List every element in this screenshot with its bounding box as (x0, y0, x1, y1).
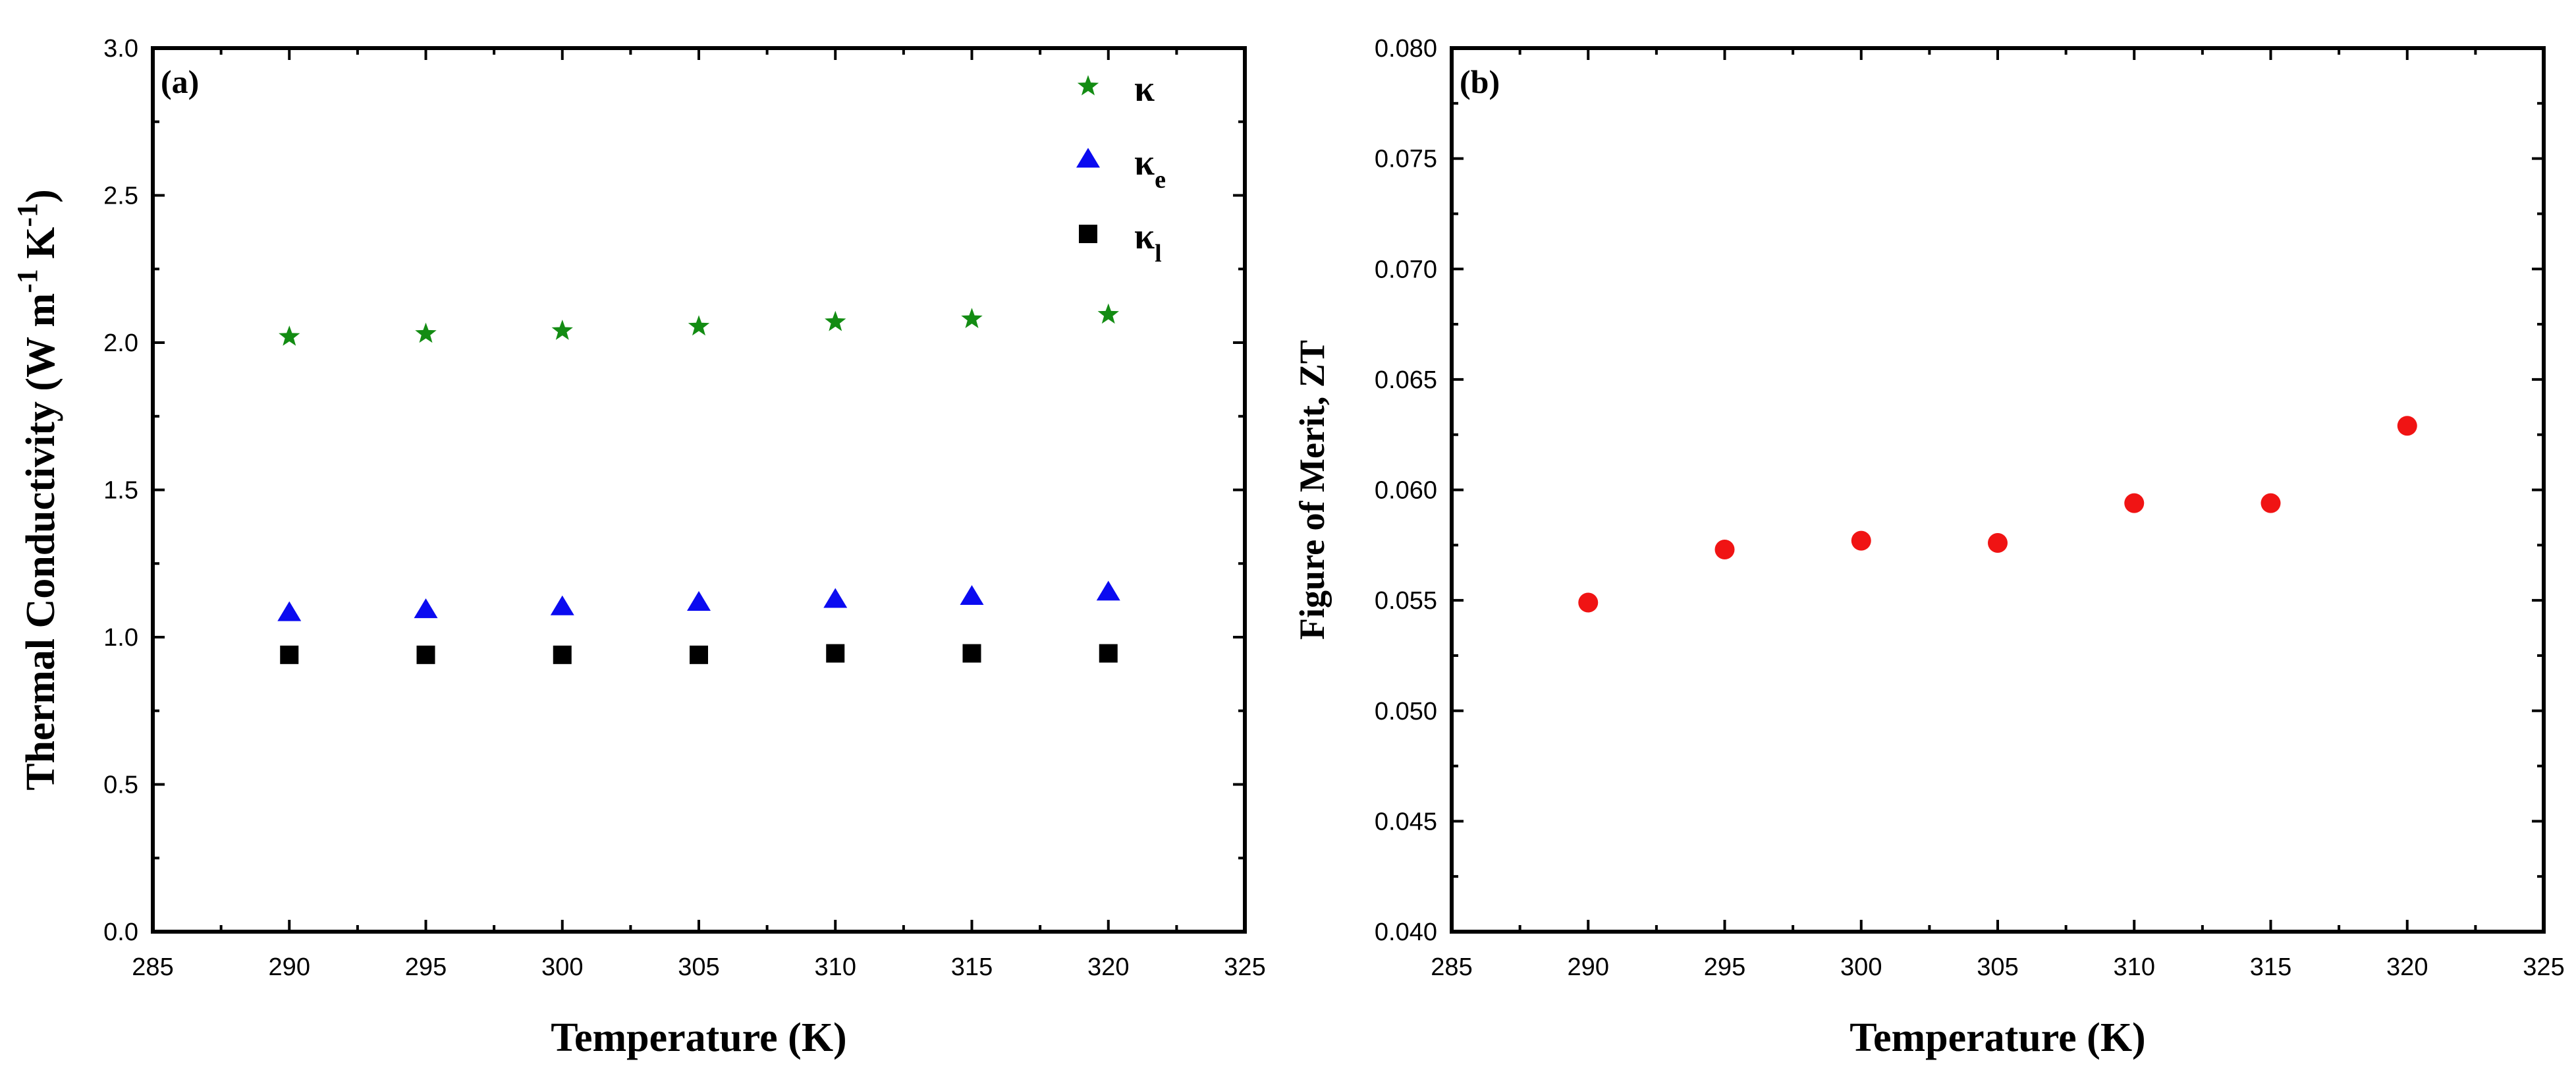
y-tick-label: 0.060 (1375, 477, 1437, 505)
legend-label: κ (1134, 69, 1155, 109)
y-title-end: ) (18, 189, 63, 203)
data-point (826, 644, 845, 663)
x-axis-title: Temperature (K) (1850, 1015, 2145, 1060)
data-point (416, 645, 435, 664)
data-point (1099, 644, 1118, 663)
legend-main: κ (1134, 142, 1155, 183)
x-tick-label: 290 (1568, 953, 1609, 981)
data-point (1096, 580, 1120, 601)
x-tick-label: 295 (1704, 953, 1745, 981)
y-tick-label: 0.050 (1375, 698, 1437, 725)
y-title-mid: K (18, 227, 63, 269)
y-tick-label: 3.0 (103, 35, 138, 63)
data-point (279, 325, 300, 346)
data-point (1714, 540, 1735, 560)
x-tick-label: 285 (132, 953, 173, 981)
x-tick-label: 325 (1224, 953, 1265, 981)
legend-label: κe (1134, 142, 1166, 194)
panel-b-figure-of-merit: 285 290 295 300 305 310 315 320 325 0.040 0.045 0.0… (1292, 35, 2565, 1060)
y-title-sup: -1 (11, 269, 43, 293)
y-tick-label: 0.0 (103, 919, 138, 946)
legend-main: κ (1134, 69, 1155, 109)
data-point (1988, 532, 2008, 553)
x-tick-label: 305 (1977, 953, 2018, 981)
y-tick-label: 0.5 (103, 772, 138, 799)
data-point (414, 598, 438, 619)
plot-frame (151, 46, 1247, 934)
y-tick-label: 0.055 (1375, 587, 1437, 615)
legend-main: κ (1134, 216, 1155, 257)
data-point (825, 310, 846, 331)
x-tick-label: 310 (815, 953, 856, 981)
x-tick-label: 285 (1431, 953, 1472, 981)
x-tick-label: 320 (1087, 953, 1129, 981)
y-title-main: Thermal Conductivity (W m (18, 293, 63, 791)
legend-subscript: e (1155, 166, 1166, 194)
x-tick-label: 315 (951, 953, 993, 981)
data-point (1097, 303, 1119, 324)
y-tick-label: 0.075 (1375, 146, 1437, 173)
data-point (1851, 530, 1871, 551)
data-point (550, 595, 574, 615)
x-tick-label: 320 (2386, 953, 2428, 981)
y-tick-label: 0.040 (1375, 919, 1437, 946)
legend-marker (1079, 225, 1097, 243)
x-tick-label: 300 (1840, 953, 1882, 981)
x-tick-label: 290 (269, 953, 310, 981)
y-tick-label: 0.045 (1375, 808, 1437, 835)
x-tick-label: 315 (2250, 953, 2291, 981)
y-tick-label: 1.5 (103, 477, 138, 505)
data-point (2261, 493, 2281, 513)
y-tick-label: 1.0 (103, 624, 138, 652)
x-axis-title: Temperature (K) (551, 1015, 846, 1060)
data-point (277, 601, 302, 621)
x-tick-label: 310 (2114, 953, 2155, 981)
y-title-sup: -1 (11, 203, 43, 227)
x-tick-label: 305 (678, 953, 719, 981)
x-tick-label: 295 (405, 953, 447, 981)
y-tick-label: 2.5 (103, 183, 138, 210)
legend-marker (1077, 75, 1099, 96)
y-axis-title: Figure of Merit, ZT (1292, 340, 1332, 640)
data-point (961, 308, 983, 328)
data-point (960, 585, 984, 606)
data-point (415, 322, 437, 343)
panel-label: (b) (1460, 63, 1500, 100)
data-point (687, 590, 711, 611)
y-tick-label: 0.080 (1375, 35, 1437, 63)
plot-frame (1450, 46, 2546, 934)
data-point (962, 644, 981, 663)
x-tick-label: 300 (541, 953, 583, 981)
data-point (2124, 493, 2145, 513)
data-point (690, 645, 708, 664)
y-axis-title: Thermal Conductivity (W m-1 K-1) (11, 189, 63, 791)
y-tick-label: 0.065 (1375, 366, 1437, 394)
legend-marker (1076, 148, 1100, 168)
data-point (553, 645, 572, 664)
panel-a-thermal-conductivity: 285 290 295 300 305 310 315 320 325 0.0 0.5 1.0 1.5 2… (11, 35, 1266, 1060)
legend-label: κl (1134, 216, 1162, 268)
y-tick-label: 0.070 (1375, 256, 1437, 283)
legend-subscript: l (1155, 240, 1162, 268)
y-tick-label: 2.0 (103, 329, 138, 357)
data-point (823, 588, 848, 608)
panel-label: (a) (161, 63, 199, 100)
data-point (2397, 416, 2417, 436)
data-point (280, 645, 299, 664)
data-point (1578, 592, 1599, 613)
data-point (688, 315, 710, 336)
x-tick-label: 325 (2523, 953, 2564, 981)
data-point (551, 320, 573, 340)
